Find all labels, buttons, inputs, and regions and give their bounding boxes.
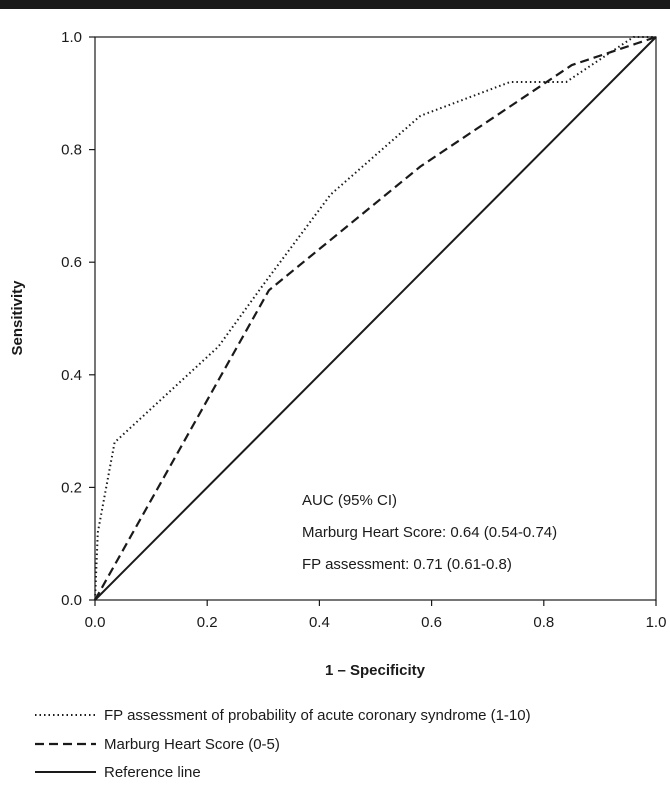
legend-label-reference: Reference line [104,764,201,781]
x-axis-title: 1 – Specificity [325,662,426,679]
y-tick-label: 0.6 [61,254,82,271]
series-reference-line [94,36,657,601]
y-tick-label: 1.0 [61,29,82,46]
y-tick-label: 0.0 [61,592,82,609]
legend-label-fp: FP assessment of probability of acute co… [104,707,531,724]
legend-label-marburg: Marburg Heart Score (0-5) [104,736,280,753]
plot-frame [94,36,657,601]
top-rule [0,0,670,9]
series-fp-assessment-line [94,36,656,601]
y-axis-title: Sensitivity [9,280,26,356]
x-tick-label: 0.6 [421,614,442,631]
annotation-auc-header: AUC (95% CI) [302,492,397,509]
x-tick-label: 0.8 [533,614,554,631]
x-tick-label: 0.4 [309,614,330,631]
x-tick-label: 0.0 [85,614,106,631]
annotation-marburg-auc: Marburg Heart Score: 0.64 (0.54-0.74) [302,524,557,541]
y-tick-label: 0.4 [61,367,82,384]
x-tick-label: 0.2 [197,614,218,631]
y-tick-label: 0.8 [61,142,82,159]
y-tick-label: 0.2 [61,479,82,496]
series-marburg-line [94,35,657,601]
annotation-fp-auc: FP assessment: 0.71 (0.61-0.8) [302,556,512,573]
x-tick-label: 1.0 [646,614,667,631]
legend: FP assessment of probability of acute co… [35,707,531,781]
